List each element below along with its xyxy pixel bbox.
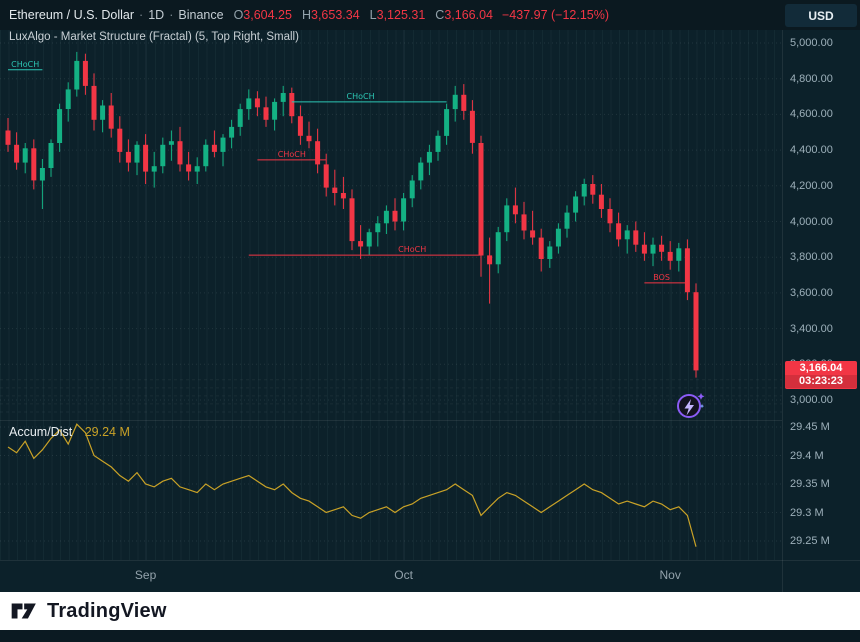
indicator-row: LuxAlgo - Market Structure (Fractal) (5,… [9,31,299,43]
tradingview-logo-icon [11,603,36,619]
high-value: 3,653.34 [311,8,360,22]
separator-dot: · [169,8,174,22]
chart-legend: Ethereum / U.S. Dollar · 1D · Binance O … [0,0,860,30]
interval-label[interactable]: 1D [148,8,165,22]
svg-text:BOS: BOS [653,273,670,282]
svg-text:CHoCH: CHoCH [278,150,306,159]
price-axis-tick: 4,400.00 [790,144,833,157]
svg-text:CHoCH: CHoCH [11,60,39,69]
tradingview-wordmark: TradingView [47,599,167,622]
accum-axis-tick: 29.25 M [790,535,830,548]
accum-axis-tick: 29.3 M [790,506,824,519]
price-axis-tick: 5,000.00 [790,37,833,50]
svg-text:CHoCH: CHoCH [398,245,426,254]
accum-dist-value: 29.24 M [84,425,130,439]
time-axis-tick: Nov [659,568,681,582]
pane-divider[interactable] [0,420,782,421]
accum-axis-tick: 29.35 M [790,478,830,490]
symbol-title[interactable]: Ethereum / U.S. Dollar [9,8,135,22]
high-label: H [301,8,311,22]
accum-axis-tick: 29.4 M [790,449,824,462]
price-scale[interactable]: 3,166.04 03:23:23 5,000.00 4,800.00 4,600.… [782,0,860,592]
open-value: 3,604.25 [243,8,292,22]
bar-countdown: 03:23:23 [785,375,857,389]
accum-axis-tick: 29.45 M [790,421,830,433]
time-axis-tick: Oct [394,568,413,582]
last-price-label: 3,166.04 03:23:23 [785,361,857,390]
close-label: C [435,8,445,22]
svg-text:CHoCH: CHoCH [347,92,375,101]
bottom-strip [0,630,860,642]
change-value: −437.97 (−12.15%) [502,8,610,22]
price-axis-tick: 3,600.00 [790,286,833,299]
lightning-icon[interactable] [674,390,708,420]
currency-button[interactable]: USD [785,4,857,27]
close-value: 3,166.04 [444,8,493,22]
tradingview-logo[interactable]: TradingView [10,599,167,623]
indicator-title[interactable]: LuxAlgo - Market Structure (Fractal) (5,… [9,31,299,43]
open-label: O [233,8,244,22]
price-axis-tick: 4,000.00 [790,215,833,228]
exchange-label[interactable]: Binance [178,8,224,22]
accum-dist-chart[interactable] [0,420,782,560]
accum-dist-header: Accum/Dist 29.24 M [9,425,130,439]
price-axis-tick: 4,800.00 [790,72,833,85]
price-axis-tick: 4,600.00 [790,108,833,121]
low-value: 3,125.31 [376,8,426,22]
time-axis-tick: Sep [134,568,157,582]
price-axis-tick: 4,200.00 [790,179,833,192]
time-scale[interactable]: Sep Oct Nov [0,560,860,593]
price-axis-tick: 3,000.00 [790,394,833,406]
price-axis-tick: 3,400.00 [790,322,833,335]
price-axis-tick: 3,800.00 [790,251,833,264]
price-chart[interactable]: CHoCH CHoCH CHoCH CHoCH BOS [0,0,782,420]
low-label: L [369,8,377,22]
footer-bar: TradingView [0,592,860,630]
accum-dist-title[interactable]: Accum/Dist [9,425,73,439]
chart-background-stripes [0,0,782,560]
separator-dot: · [139,8,144,22]
last-price-value: 3,166.04 [799,362,843,375]
